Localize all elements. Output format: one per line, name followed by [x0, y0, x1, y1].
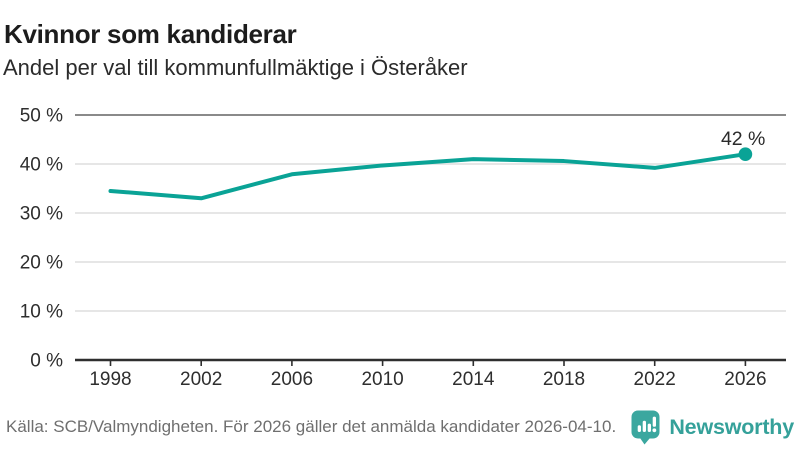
- x-tick-label: 2026: [724, 369, 766, 390]
- newsworthy-logo[interactable]: Newsworthy: [631, 410, 794, 445]
- newsworthy-logo-text: Newsworthy: [669, 414, 794, 439]
- x-tick-label: 1998: [89, 369, 131, 390]
- x-tick-label: 2018: [543, 369, 585, 390]
- y-tick-label: 40 %: [20, 155, 63, 176]
- x-tick-label: 2014: [452, 369, 495, 390]
- x-tick-label: 2010: [361, 369, 403, 390]
- y-tick-label: 50 %: [20, 106, 63, 127]
- chart-footer: Källa: SCB/Valmyndigheten. För 2026 gäll…: [6, 409, 794, 445]
- y-tick-label: 10 %: [20, 302, 63, 323]
- source-note: Källa: SCB/Valmyndigheten. För 2026 gäll…: [6, 417, 617, 436]
- y-tick-label: 0 %: [30, 351, 63, 372]
- newsworthy-logo-icon: [631, 410, 660, 444]
- x-tick-label: 2002: [180, 369, 222, 390]
- x-tick-label: 2022: [634, 369, 676, 390]
- chart-subtitle: Andel per val till kommunfullmäktige i Ö…: [3, 55, 468, 80]
- chart-title: Kvinnor som kandiderar: [4, 19, 297, 50]
- data-line: [108, 152, 748, 201]
- y-tick-label: 20 %: [20, 253, 63, 274]
- end-value-label: 42 %: [721, 128, 765, 150]
- end-point-marker: [738, 147, 753, 161]
- x-tick-label: 2006: [271, 369, 313, 390]
- y-tick-label: 30 %: [20, 204, 63, 225]
